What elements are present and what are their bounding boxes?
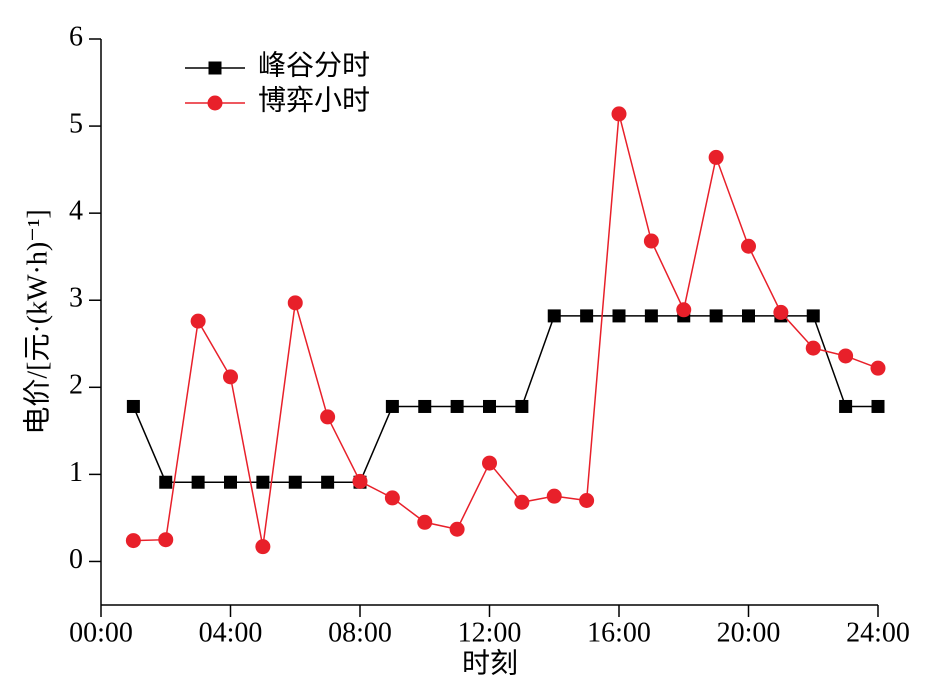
data-point [773,304,789,320]
data-point [190,313,206,329]
data-point [709,309,723,323]
y-tick-label: 6 [69,21,83,52]
data-point [385,399,399,413]
series-line [132,315,878,483]
data-point [871,399,885,413]
y-tick-label: 1 [69,457,83,488]
data-point [547,309,561,323]
data-point [546,488,562,504]
data-point [417,514,433,530]
data-point [483,399,496,413]
data-point [287,295,303,311]
data-point [644,309,658,323]
data-point [839,399,853,413]
data-point [515,399,529,413]
data-point [611,106,627,122]
data-point [352,473,368,489]
data-point [321,475,335,489]
x-tick-label: 12:00 [458,617,522,648]
data-point [580,309,594,323]
data-point [384,490,400,506]
x-tick-label: 00:00 [69,617,133,648]
x-axis-label: 时刻 [462,647,518,679]
legend-label: 峰谷分时 [258,49,370,81]
data-point [224,475,237,489]
x-tick-label: 24:00 [846,617,910,648]
legend-marker [207,95,223,111]
data-point [320,409,336,425]
data-point [449,521,465,537]
data-point [870,360,886,376]
data-point [806,309,820,323]
legend-label: 博弈小时 [258,84,370,116]
series-line [133,113,879,547]
data-point [288,475,302,489]
data-point [158,532,174,548]
data-point [805,340,821,356]
x-tick-label: 20:00 [717,617,781,648]
data-point [482,455,497,471]
data-point [159,475,173,489]
data-point [418,399,432,413]
data-point [450,399,464,413]
data-point [742,309,755,323]
data-point [612,309,626,323]
y-axis-label: 电价/[元·(kW·h)⁻¹] [21,209,53,434]
data-point [223,369,238,385]
data-point [676,302,692,318]
y-tick-label: 2 [69,370,83,401]
data-point [256,475,270,489]
data-point [514,494,530,510]
data-point [125,533,141,549]
data-point [838,348,854,364]
data-point [708,149,724,165]
data-point [643,233,659,249]
x-tick-label: 08:00 [328,617,392,648]
data-point [191,475,205,489]
y-tick-label: 3 [69,283,83,314]
x-tick-label: 04:00 [199,617,263,648]
data-point [255,539,271,555]
x-tick-label: 16:00 [587,617,651,648]
data-point [126,399,140,413]
y-tick-label: 5 [69,108,83,139]
data-point [741,238,756,254]
legend-marker [208,61,222,75]
y-tick-label: 4 [69,196,83,227]
data-point [579,493,595,509]
y-tick-label: 0 [69,544,83,575]
